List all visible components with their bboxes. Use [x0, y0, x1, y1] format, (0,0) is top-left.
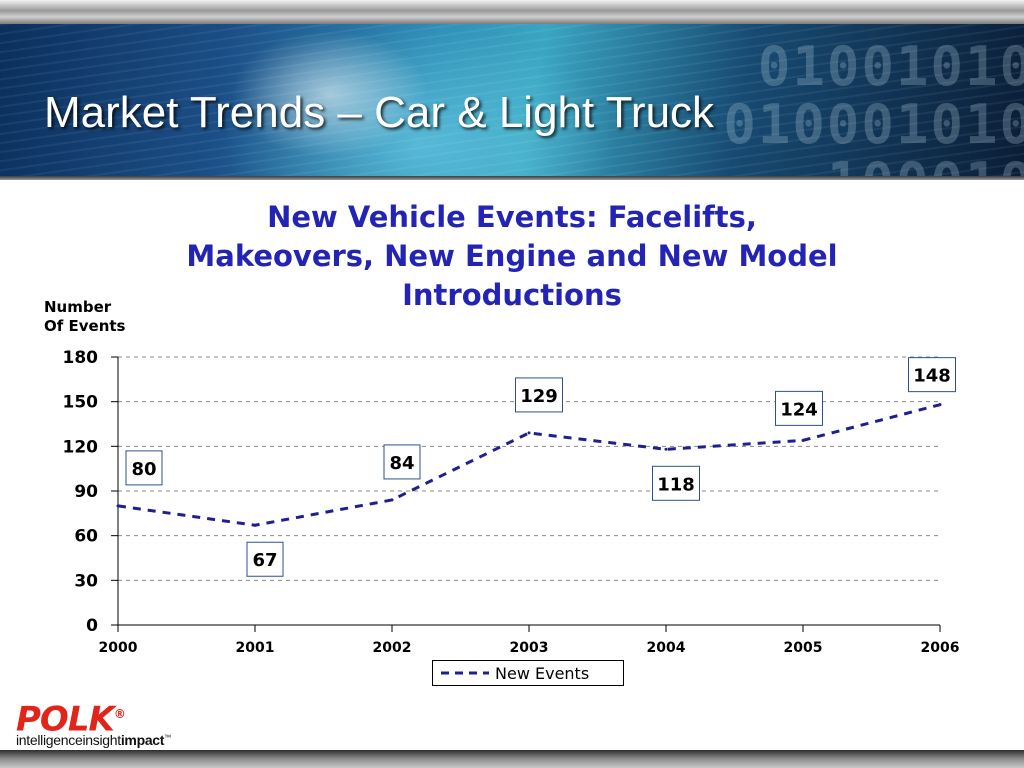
x-tick-label-2005: 2005 [784, 640, 823, 656]
polk-tagline: intelligenceinsightimpact™ [16, 732, 171, 748]
slide-title: Market Trends – Car & Light Truck [44, 88, 715, 137]
data-label-box-2006 [908, 357, 956, 393]
data-label-2006: 148 [913, 366, 951, 387]
x-tick-label-2004: 2004 [647, 640, 686, 656]
line-chart: Number Of Events 0 30 60 90 120 150 180 2000 200… [44, 298, 960, 656]
y-axis-title-line-2: Of Events [44, 317, 126, 335]
y-tick-label-0: 0 [86, 616, 98, 636]
data-label-2001: 67 [252, 550, 277, 571]
data-point-2004 [664, 447, 668, 451]
binary-line-1: 01001010 [757, 35, 1024, 98]
data-point-2005 [801, 438, 805, 442]
data-point-2002 [390, 498, 394, 502]
binary-line-3: 100010 [474, 154, 1024, 177]
y-axis-title-line-1: Number [44, 298, 112, 316]
y-tick-label-30: 30 [74, 571, 98, 591]
x-tick-label-2001: 2001 [236, 640, 275, 656]
legend-label-new-events: New Events [495, 663, 590, 683]
binary-line-2: 010001010 [723, 93, 1024, 156]
x-tick-label-2002: 2002 [373, 640, 412, 656]
chart-title-line-3: Introductions [402, 278, 622, 312]
y-tick-label-180: 180 [63, 348, 99, 368]
polk-wordmark: POLK® [16, 699, 126, 740]
header-banner: 01001010 010001010 100010 [0, 24, 1024, 176]
data-point-2001 [253, 523, 257, 527]
x-tick-label-2003: 2003 [510, 640, 549, 656]
chart-title: New Vehicle Events: Facelifts, Makeovers… [60, 198, 964, 315]
top-frame-bar [0, 0, 1024, 24]
data-point-2000 [116, 504, 120, 508]
data-label-box-2002 [383, 444, 421, 480]
chart-title-line-2: Makeovers, New Engine and New Model [186, 239, 838, 273]
y-tick-label-120: 120 [63, 437, 99, 457]
y-tick-label-150: 150 [63, 393, 99, 413]
data-point-2006 [938, 403, 942, 407]
legend-swatch-new-events [441, 671, 489, 675]
data-label-2003: 129 [520, 386, 558, 407]
data-label-box-2000 [125, 450, 163, 486]
y-tick-label-60: 60 [74, 527, 98, 547]
banner-binary-graphic: 01001010 010001010 100010 [474, 35, 1024, 177]
data-label-box-2005 [775, 390, 823, 426]
data-label-2004: 118 [657, 474, 695, 495]
x-tick-label-2006: 2006 [921, 640, 960, 656]
data-label-box-2004 [652, 465, 700, 501]
banner-divider [0, 176, 1024, 180]
polk-logo: POLK® intelligenceinsightimpact™ [14, 694, 224, 754]
chart-legend: New Events [432, 660, 624, 686]
data-label-box-2001 [246, 541, 284, 577]
data-label-2000: 80 [131, 459, 156, 480]
bottom-frame-bar [0, 750, 1024, 768]
data-label-box-2003 [515, 377, 563, 413]
data-label-2005: 124 [780, 399, 818, 420]
chart-title-line-1: New Vehicle Events: Facelifts, [267, 200, 757, 234]
x-tick-label-2000: 2000 [99, 640, 138, 656]
data-point-2003 [527, 431, 531, 435]
banner-road-streaks [0, 24, 1024, 176]
data-label-2002: 84 [389, 453, 414, 474]
y-tick-label-90: 90 [74, 482, 98, 502]
